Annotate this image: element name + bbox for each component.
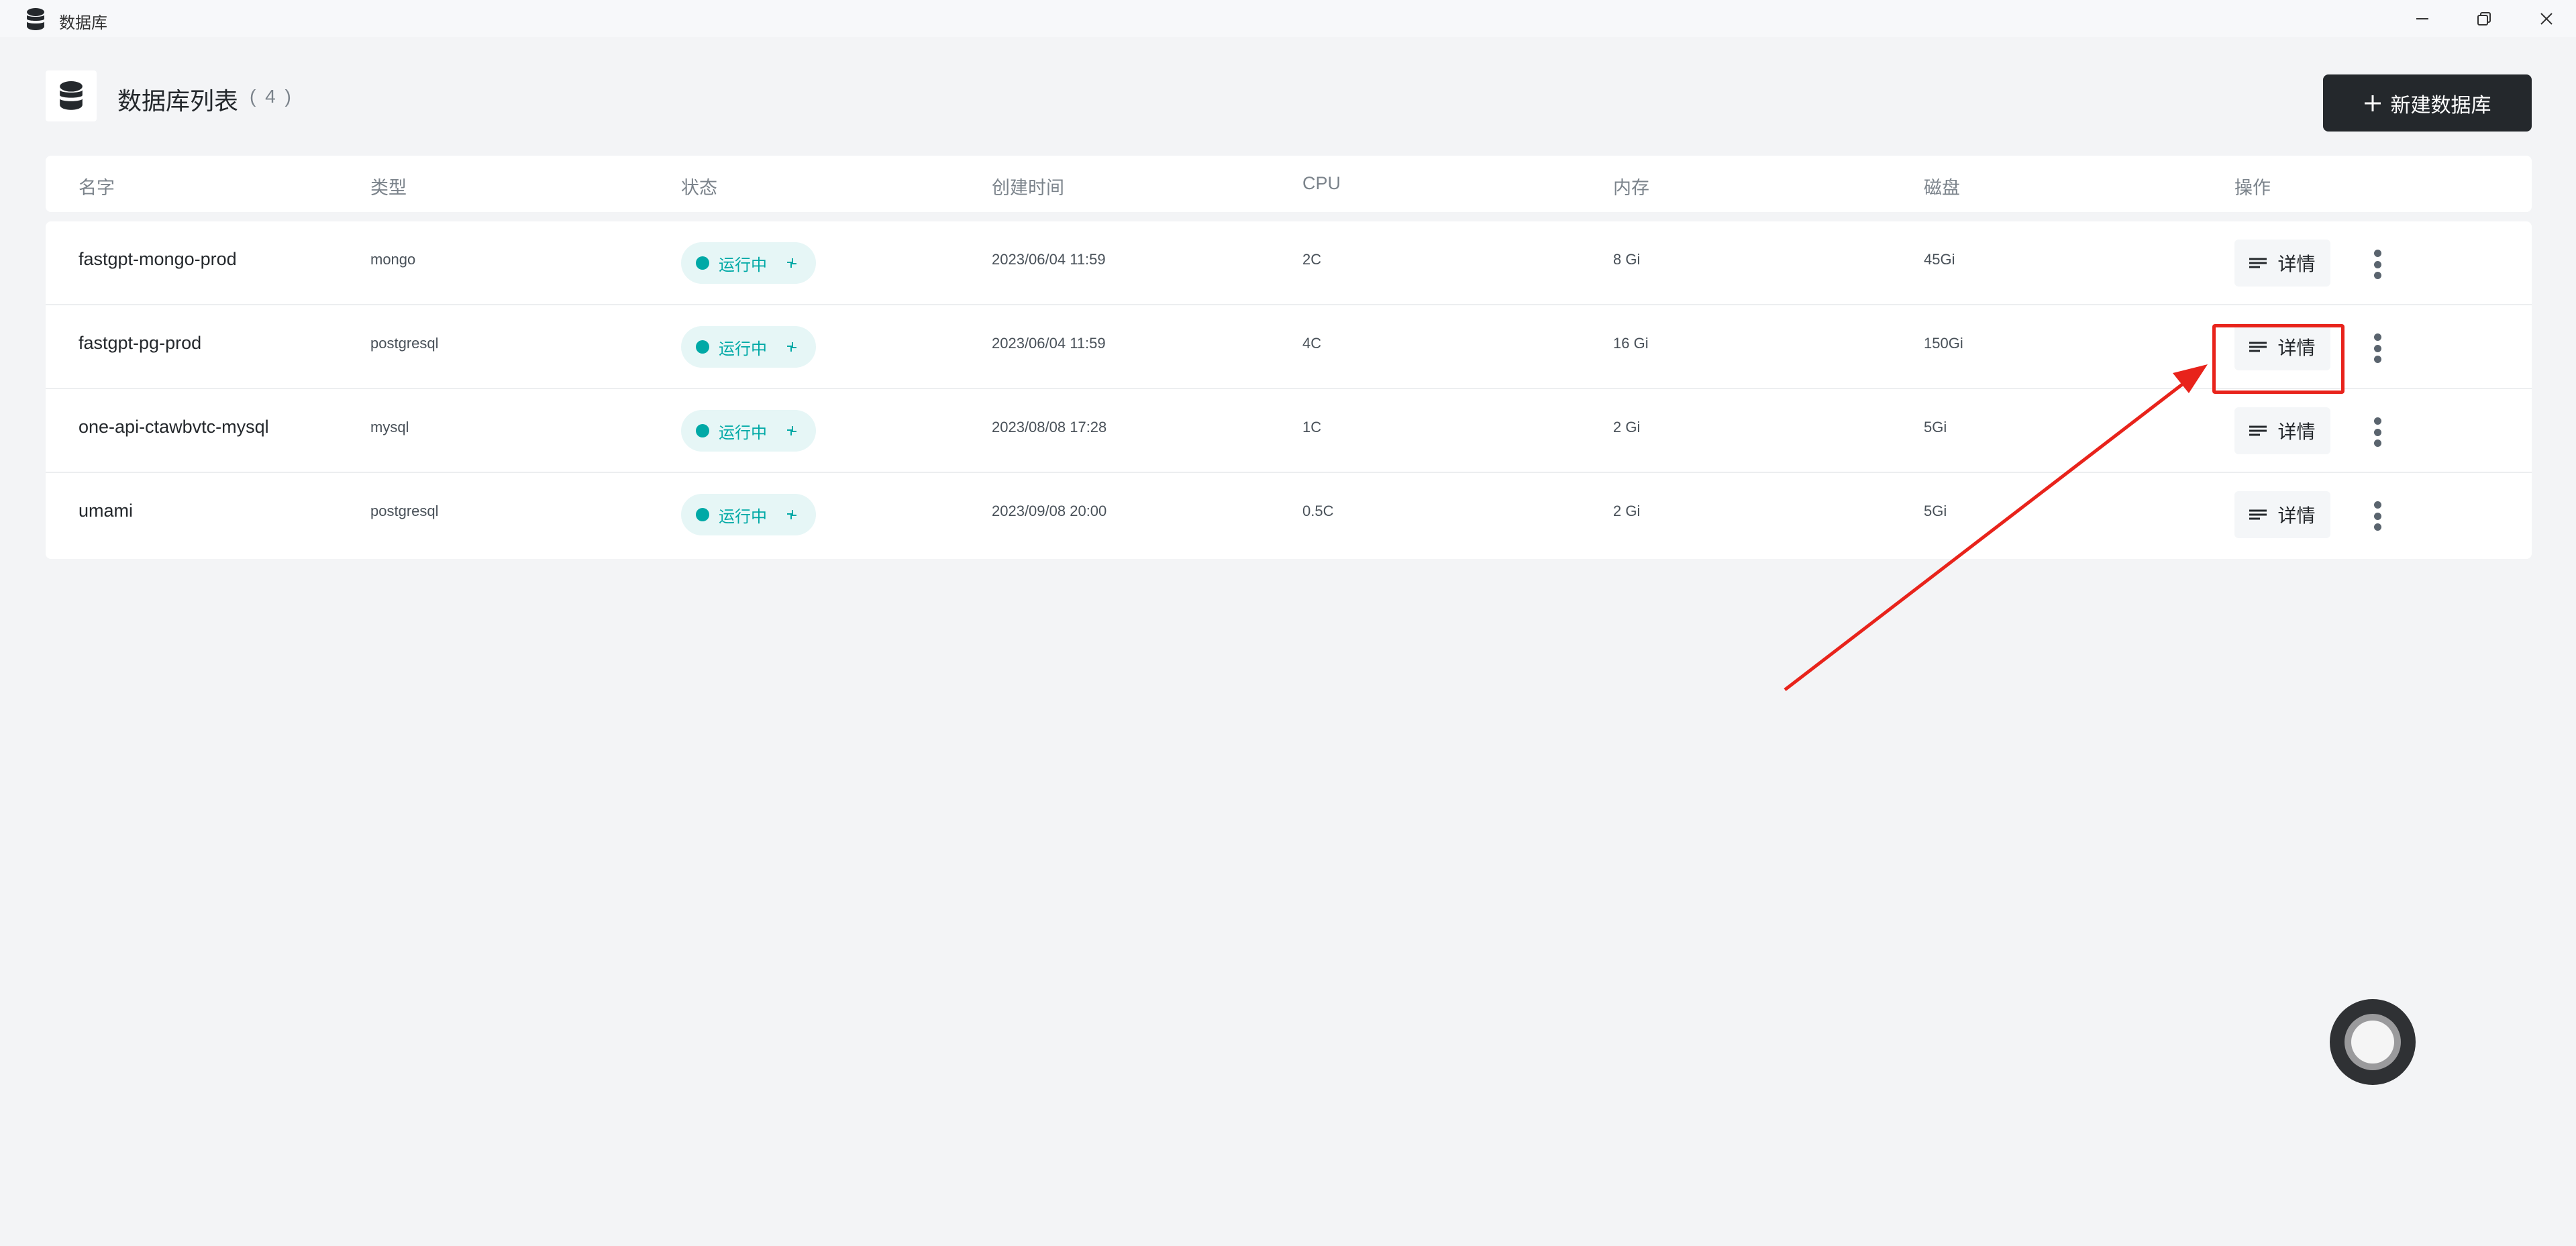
new-database-label: 新建数据库 [2390,94,2491,117]
cell-name: fastgpt-mongo-prod [79,249,237,269]
cell-created: 2023/06/04 11:59 [992,251,1106,268]
column-header-disk: 磁盘 [1924,178,1960,198]
details-button[interactable]: 详情 [2234,491,2330,538]
status-dot-icon [696,424,709,437]
details-label: 详情 [2277,338,2316,358]
status-badge: 运行中 [681,326,816,368]
cell-memory: 16 Gi [1613,335,1649,352]
database-count: ( 4 ) [250,86,293,107]
cell-cpu: 0.5C [1302,503,1334,519]
plus-icon [2364,95,2381,111]
cell-memory: 8 Gi [1613,251,1641,268]
close-icon [2540,13,2553,25]
cell-created: 2023/09/08 20:00 [992,503,1107,519]
details-label: 详情 [2277,254,2316,274]
more-options-button[interactable] [2371,501,2384,531]
more-vertical-icon [2373,250,2381,257]
minimize-icon [2416,18,2428,19]
restore-icon [2477,12,2491,25]
cell-created: 2023/06/04 11:59 [992,335,1106,352]
shrink-icon [787,342,796,352]
new-database-button[interactable]: 新建数据库 [2323,74,2532,132]
floating-assistant-button[interactable] [2330,999,2416,1085]
more-vertical-icon [2373,501,2381,509]
shrink-icon [787,258,796,268]
menu-lines-icon [2249,425,2267,436]
column-header-actions: 操作 [2234,178,2271,198]
column-header-memory: 内存 [1613,178,1649,198]
cell-disk: 150Gi [1924,335,1963,352]
table-body: fastgpt-mongo-prod mongo 2023/06/04 11:59 2… [46,221,2532,559]
more-options-button[interactable] [2371,250,2384,279]
cell-disk: 45Gi [1924,251,1955,268]
cell-name: umami [79,501,134,521]
column-header-type: 类型 [370,178,407,198]
status-dot-icon [696,256,709,270]
status-badge: 运行中 [681,410,816,452]
shrink-icon [787,510,796,519]
status-label: 运行中 [719,507,767,526]
window-title: 数据库 [59,14,107,32]
table-row[interactable]: fastgpt-mongo-prod mongo 2023/06/04 11:59 2… [46,221,2532,305]
cell-type: postgresql [370,335,439,352]
header-icon [46,70,97,121]
menu-lines-icon [2249,342,2267,352]
cell-cpu: 4C [1302,335,1322,352]
restore-button[interactable] [2464,5,2504,32]
menu-lines-icon [2249,258,2267,268]
cell-name: fastgpt-pg-prod [79,333,202,353]
status-label: 运行中 [719,340,767,358]
status-dot-icon [696,508,709,521]
cell-cpu: 2C [1302,251,1322,268]
table-row[interactable]: umami postgresql 2023/09/08 20:00 0.5C 2 Gi 5… [46,473,2532,557]
close-button[interactable] [2526,5,2567,32]
more-vertical-icon [2373,417,2381,425]
status-label: 运行中 [719,423,767,442]
status-badge: 运行中 [681,494,816,535]
cell-type: mysql [370,419,409,435]
column-header-created: 创建时间 [992,178,1064,198]
table-header: 名字 类型 状态 创建时间 CPU 内存 磁盘 操作 [46,156,2532,212]
details-button[interactable]: 详情 [2234,407,2330,454]
title-bar: 数据库 [0,0,2576,37]
annotation-highlight-box [2212,324,2345,394]
details-button[interactable]: 详情 [2234,323,2330,370]
table-row[interactable]: fastgpt-pg-prod postgresql 2023/06/04 11:5… [46,305,2532,389]
shrink-icon [787,426,796,435]
status-dot-icon [696,340,709,354]
database-icon [27,8,44,30]
more-vertical-icon [2373,333,2381,341]
table-row[interactable]: one-api-ctawbvtc-mysql mysql 2023/08/08 17… [46,389,2532,473]
status-badge: 运行中 [681,242,816,284]
cell-memory: 2 Gi [1613,419,1641,435]
cell-memory: 2 Gi [1613,503,1641,519]
column-header-cpu: CPU [1302,173,1341,193]
cell-name: one-api-ctawbvtc-mysql [79,417,269,437]
more-options-button[interactable] [2371,417,2384,447]
cell-type: postgresql [370,503,439,519]
cell-type: mongo [370,251,416,268]
cell-created: 2023/08/08 17:28 [992,419,1107,435]
cell-cpu: 1C [1302,419,1322,435]
details-label: 详情 [2277,505,2316,526]
details-button[interactable]: 详情 [2234,240,2330,287]
column-header-status: 状态 [681,178,717,198]
status-label: 运行中 [719,256,767,274]
page-title: 数据库列表 [117,87,239,115]
menu-lines-icon [2249,509,2267,520]
details-label: 详情 [2277,421,2316,442]
cell-disk: 5Gi [1924,503,1947,519]
cell-disk: 5Gi [1924,419,1947,435]
more-options-button[interactable] [2371,333,2384,363]
database-icon [60,81,83,110]
minimize-button[interactable] [2402,5,2442,32]
column-header-name: 名字 [79,178,115,198]
